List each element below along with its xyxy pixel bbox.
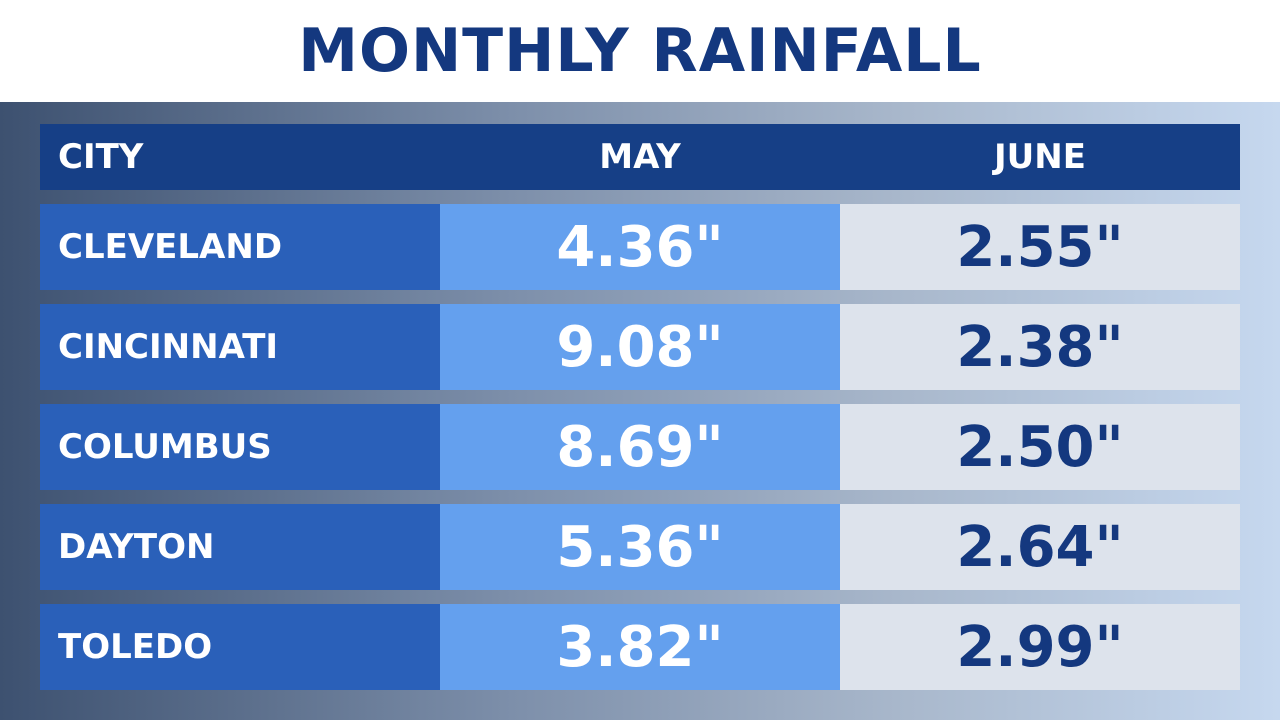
- may-value-cell: 4.36": [440, 204, 840, 290]
- table-header: CITY MAY JUNE: [40, 124, 1240, 190]
- city-cell: TOLEDO: [40, 604, 440, 690]
- table-row: DAYTON 5.36" 2.64": [40, 504, 1240, 590]
- header-city: CITY: [58, 137, 144, 177]
- table-panel: CITY MAY JUNE CLEVELAND 4.36" 2.55" CINC…: [0, 102, 1280, 720]
- may-value-cell: 5.36": [440, 504, 840, 590]
- june-value-cell: 2.55": [840, 204, 1240, 290]
- city-cell: DAYTON: [40, 504, 440, 590]
- table-row: CINCINNATI 9.08" 2.38": [40, 304, 1240, 390]
- june-value-cell: 2.99": [840, 604, 1240, 690]
- table-row: COLUMBUS 8.69" 2.50": [40, 404, 1240, 490]
- header-june: JUNE: [994, 137, 1086, 177]
- june-value-cell: 2.38": [840, 304, 1240, 390]
- may-value-cell: 9.08": [440, 304, 840, 390]
- title-bar: MONTHLY RAINFALL: [0, 0, 1280, 102]
- table-row: CLEVELAND 4.36" 2.55": [40, 204, 1240, 290]
- table-body: CLEVELAND 4.36" 2.55" CINCINNATI 9.08" 2…: [40, 204, 1240, 690]
- june-value-cell: 2.50": [840, 404, 1240, 490]
- header-may: MAY: [599, 137, 681, 177]
- table-row: TOLEDO 3.82" 2.99": [40, 604, 1240, 690]
- chart-title: MONTHLY RAINFALL: [298, 16, 982, 86]
- city-cell: CLEVELAND: [40, 204, 440, 290]
- june-value-cell: 2.64": [840, 504, 1240, 590]
- may-value-cell: 3.82": [440, 604, 840, 690]
- city-cell: COLUMBUS: [40, 404, 440, 490]
- rainfall-table: CITY MAY JUNE CLEVELAND 4.36" 2.55" CINC…: [40, 124, 1240, 690]
- city-cell: CINCINNATI: [40, 304, 440, 390]
- may-value-cell: 8.69": [440, 404, 840, 490]
